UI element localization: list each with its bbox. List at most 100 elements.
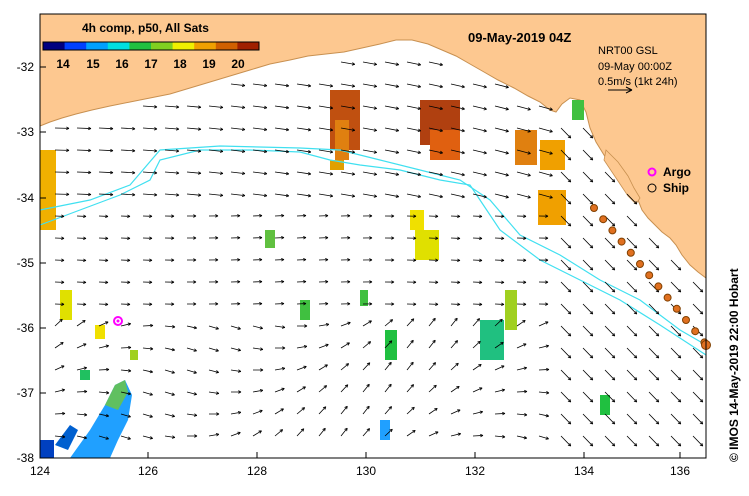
current-vector-head — [325, 236, 329, 240]
current-vector-head — [300, 428, 305, 432]
current-vector — [406, 127, 421, 132]
current-vector — [252, 83, 267, 87]
current-vector-head — [483, 173, 487, 177]
current-vector-head — [105, 236, 109, 241]
current-vector-head — [388, 383, 392, 388]
current-vector-head — [325, 258, 329, 262]
current-vector — [76, 413, 87, 416]
current-vector — [142, 391, 153, 396]
current-vector-head — [527, 107, 531, 111]
current-vector-head — [413, 236, 417, 240]
current-vector — [274, 83, 289, 87]
current-vector — [120, 193, 135, 196]
current-vector — [318, 193, 333, 197]
current-vector-head — [567, 377, 572, 381]
current-vector-head — [483, 107, 487, 111]
current-vector-head — [61, 214, 65, 218]
current-vector — [538, 193, 553, 199]
current-vector — [230, 325, 241, 330]
current-vector-head — [567, 245, 572, 249]
current-vector — [450, 171, 465, 176]
current-vector-head — [501, 365, 505, 369]
current-vector-head — [281, 235, 285, 240]
current-vector-head — [216, 412, 220, 416]
current-vector — [582, 347, 594, 359]
current-vector-head — [193, 325, 198, 330]
current-vector-head — [307, 84, 312, 88]
current-vector — [560, 325, 572, 337]
current-vector — [120, 149, 135, 152]
current-vector — [604, 435, 616, 447]
x-tick-label: 130 — [356, 464, 376, 478]
current-vector-head — [589, 135, 594, 139]
current-vector-head — [522, 319, 526, 324]
current-vector — [54, 435, 65, 438]
current-vector-head — [62, 435, 66, 439]
current-vector-head — [699, 399, 704, 403]
current-vector — [296, 428, 305, 437]
current-vector-head — [219, 149, 224, 153]
current-vector-head — [128, 369, 132, 373]
current-vector — [164, 149, 179, 152]
current-vector-head — [88, 192, 92, 197]
bathymetry-contours — [39, 145, 707, 356]
current-vector-head — [259, 389, 264, 393]
current-vector — [670, 259, 682, 271]
current-vector — [516, 391, 528, 393]
current-vector-head — [373, 128, 378, 132]
current-vector — [626, 325, 638, 337]
legend-tick-labels: 14 15 16 17 18 19 20 — [56, 57, 245, 71]
current-vector — [626, 193, 638, 205]
current-vector — [340, 427, 348, 437]
current-vector — [54, 342, 64, 349]
current-vector — [164, 347, 175, 351]
current-vector — [626, 435, 638, 447]
current-vector — [362, 428, 370, 437]
current-vector — [208, 325, 219, 330]
current-vector-head — [344, 384, 349, 388]
current-vector — [692, 435, 704, 447]
current-vector-head — [479, 410, 483, 414]
current-vector-head — [329, 172, 334, 176]
current-vector — [384, 383, 392, 393]
current-vector — [340, 105, 355, 109]
current-vector — [582, 369, 594, 381]
ship-position — [654, 282, 663, 291]
current-vector-head — [329, 106, 334, 110]
current-vector — [648, 413, 660, 425]
current-vector-head — [150, 347, 154, 351]
current-vector-head — [611, 223, 616, 227]
current-vector-head — [505, 173, 509, 177]
current-vector — [384, 171, 399, 176]
current-vector-head — [279, 429, 284, 433]
current-vector — [494, 435, 505, 438]
colorbar-segment — [237, 42, 260, 50]
current-vector-head — [329, 84, 334, 88]
current-vector-head — [457, 258, 461, 263]
current-vector — [538, 149, 553, 155]
current-vector — [76, 149, 92, 151]
current-vector — [186, 127, 201, 130]
current-vector-head — [545, 413, 550, 418]
current-vector — [604, 259, 616, 271]
current-vectors — [54, 61, 704, 447]
current-vector-head — [346, 342, 350, 346]
current-vector-head — [105, 258, 109, 263]
current-vector — [120, 369, 131, 372]
current-vector — [516, 127, 531, 132]
current-vector — [604, 193, 616, 205]
current-vector-head — [303, 345, 308, 349]
current-vector-head — [391, 280, 395, 284]
current-vector-head — [545, 214, 549, 218]
current-vector-head — [259, 235, 263, 240]
ship-position — [645, 271, 654, 280]
current-vector — [318, 385, 327, 393]
current-vector-head — [499, 318, 503, 323]
current-vector-head — [567, 179, 572, 183]
current-vector-head — [589, 311, 594, 315]
current-vector-head — [307, 172, 312, 176]
current-vector — [560, 215, 572, 227]
current-vector-head — [434, 407, 438, 412]
current-vector — [648, 259, 660, 271]
current-vector-head — [432, 317, 436, 322]
